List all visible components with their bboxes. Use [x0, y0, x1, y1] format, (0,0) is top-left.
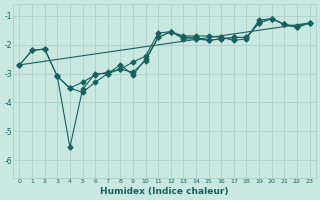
X-axis label: Humidex (Indice chaleur): Humidex (Indice chaleur) — [100, 187, 229, 196]
